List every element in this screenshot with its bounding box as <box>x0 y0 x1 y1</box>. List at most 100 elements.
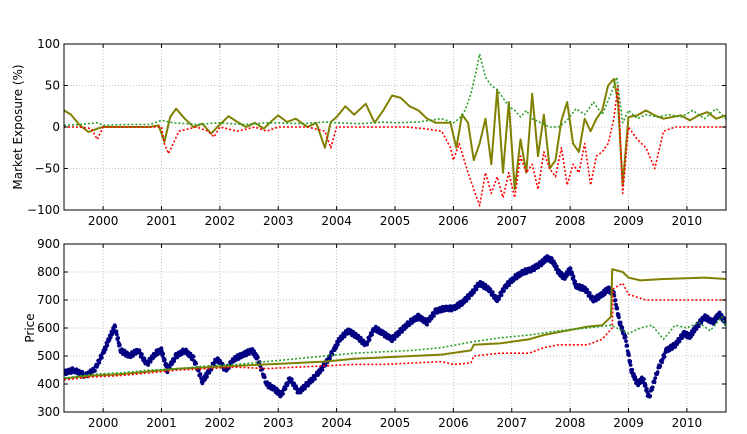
price-price-point <box>628 359 633 364</box>
price-x-tick-label: 2006 <box>438 416 469 430</box>
price-price-point <box>617 315 621 320</box>
price-price-point <box>148 359 153 364</box>
price-x-tick-label: 2007 <box>496 416 527 430</box>
price-price-point <box>161 351 166 356</box>
price-price-point <box>696 324 701 329</box>
exposure-chart: Market Exposure (%) 2000 2001 2002 2003 2004… <box>11 37 727 228</box>
exposure-x-tick-label: 2007 <box>496 214 527 228</box>
exposure-series-1-line <box>64 84 726 207</box>
price-price-point <box>105 343 110 348</box>
price-price-point <box>432 313 436 318</box>
price-price-point <box>655 370 660 375</box>
price-price-point <box>159 346 164 351</box>
price-series-1-line <box>64 268 726 380</box>
price-x-tick-label: 2009 <box>613 416 644 430</box>
price-price-point <box>205 374 209 379</box>
price-price-point <box>370 332 374 337</box>
price-y-tick-label: 500 <box>37 349 60 363</box>
price-price-point <box>699 320 704 325</box>
price-price-point <box>587 291 592 295</box>
price-price-point <box>627 353 631 358</box>
price-price-point <box>662 354 667 359</box>
price-x-tick-label: 2010 <box>672 416 703 430</box>
price-price-point <box>648 394 653 398</box>
price-price-point <box>644 386 649 391</box>
price-price-point <box>502 288 506 293</box>
price-price-point <box>658 364 663 368</box>
exposure-y-tick-label: 50 <box>45 79 60 93</box>
price-x-tick-label: 2003 <box>263 416 294 430</box>
price-price-point <box>95 363 100 368</box>
price-price-point <box>499 293 504 298</box>
exposure-y-tick-label: 0 <box>52 120 60 134</box>
price-y-tick-label: 400 <box>37 377 60 391</box>
price-price-point <box>392 337 397 341</box>
price-price-point <box>677 339 682 344</box>
exposure-y-tick-label: −100 <box>27 203 60 217</box>
price-price-point <box>207 370 212 375</box>
price-series-3-line <box>64 316 726 380</box>
price-price-point <box>573 279 578 284</box>
price-price-point <box>650 385 655 390</box>
price-price-point <box>642 377 646 381</box>
price-x-tick-label: 2000 <box>88 416 119 430</box>
price-price-point <box>162 358 167 362</box>
price-price-point <box>690 332 695 337</box>
price-y-axis-label: Price <box>23 313 37 342</box>
price-price-point <box>93 368 97 373</box>
price-price-point <box>191 354 196 359</box>
exposure-series-2-line <box>64 53 726 128</box>
exposure-x-tick-label: 2006 <box>438 214 469 228</box>
price-y-tick-label: 700 <box>37 293 60 307</box>
price-x-tick-label: 2008 <box>555 416 586 430</box>
exposure-y-tick-label: −50 <box>35 162 60 176</box>
price-price-point <box>554 264 559 269</box>
price-price-point <box>116 336 121 340</box>
price-series-2-line <box>64 282 726 381</box>
price-x-tick-label: 2004 <box>321 416 352 430</box>
price-price-point <box>139 352 144 357</box>
price-x-tick-label: 2005 <box>380 416 411 430</box>
price-price-point <box>99 355 104 360</box>
price-price-point <box>490 290 495 295</box>
price-price-point <box>196 368 201 373</box>
price-price-point <box>618 320 623 325</box>
price-price-point <box>194 361 198 366</box>
price-price-point <box>616 312 621 317</box>
price-plot-area <box>64 254 726 399</box>
price-price-point <box>630 367 635 372</box>
price-price-point <box>262 375 267 380</box>
exposure-series-0-line <box>64 77 726 191</box>
exposure-x-tick-label: 2008 <box>555 214 586 228</box>
price-x-tick-label: 2002 <box>205 416 236 430</box>
price-price-point <box>620 325 625 330</box>
price-chart: Price 2000 2001 2002 2003 2004 2005 2006 2007 20… <box>23 237 727 430</box>
price-price-point <box>497 297 501 302</box>
price-price-point <box>652 380 657 385</box>
price-x-tick-label: 2001 <box>146 416 177 430</box>
exposure-x-tick-label: 2000 <box>88 214 119 228</box>
exposure-x-tick-label: 2004 <box>321 214 352 228</box>
price-price-point <box>625 343 630 348</box>
exposure-y-axis-label: Market Exposure (%) <box>11 64 25 189</box>
price-price-point <box>507 283 511 288</box>
price-price-point <box>320 367 325 372</box>
price-price-point <box>289 377 294 382</box>
price-price-point <box>632 372 636 377</box>
price-price-point <box>623 335 628 339</box>
price-price-point <box>114 332 119 337</box>
price-price-point <box>255 355 260 360</box>
price-price-point <box>358 335 363 340</box>
price-price-point <box>367 337 372 342</box>
price-price-point <box>613 298 618 303</box>
price-price-point <box>571 274 576 279</box>
price-price-point <box>281 391 285 396</box>
price-price-point <box>628 363 633 367</box>
price-price-point <box>643 383 648 388</box>
price-price-point <box>142 356 147 361</box>
price-price-point <box>624 339 628 344</box>
exposure-x-tick-label: 2003 <box>263 214 294 228</box>
price-y-tick-label: 300 <box>37 405 60 419</box>
price-y-tick-label: 600 <box>37 321 60 335</box>
